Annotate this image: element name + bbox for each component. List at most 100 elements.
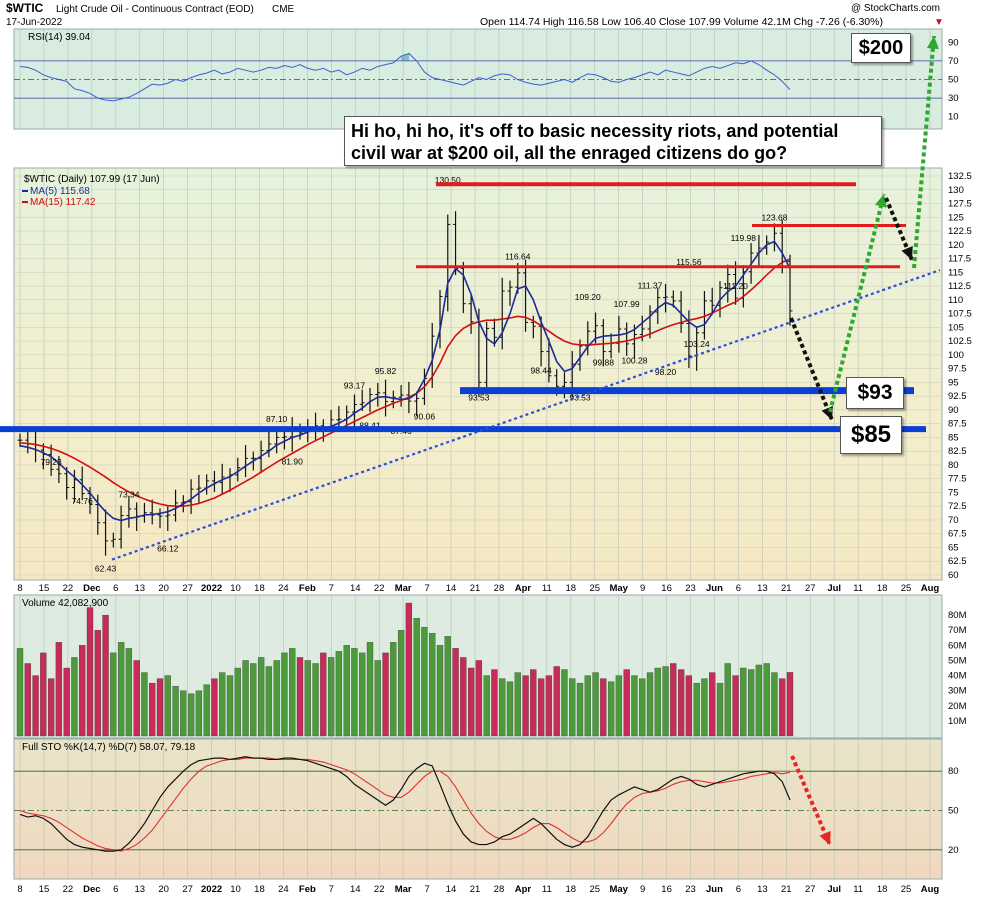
price-x-tick: Dec (83, 583, 100, 594)
bottom-x-tick: 21 (781, 884, 792, 895)
bottom-x-tick: 18 (566, 884, 577, 895)
price-value-label: 103.24 (684, 339, 710, 349)
price-y-tick: 117.5 (948, 254, 971, 265)
volume-bar (771, 672, 778, 737)
volume-bar (467, 667, 475, 737)
ohlc-readout: Open 114.74 High 116.58 Low 106.40 Close… (480, 16, 883, 28)
price-value-label: 109.20 (575, 292, 601, 302)
bottom-x-tick: 22 (374, 884, 385, 895)
ma5-line (19, 240, 791, 522)
volume-bar (405, 602, 413, 737)
sto-down-arrow-head (819, 831, 831, 845)
volume-bar (195, 690, 203, 737)
volume-bar (226, 675, 234, 737)
price-value-label: 98.20 (655, 367, 677, 377)
rsi-y-tick: 30 (948, 93, 959, 104)
price-y-tick: 90 (948, 405, 959, 416)
bottom-x-tick: Jun (706, 884, 723, 895)
bottom-x-tick: Jul (827, 884, 841, 895)
volume-bar (429, 633, 436, 737)
chart-date: 17-Jun-2022 (6, 17, 63, 28)
chg-marker: ▼ (934, 17, 944, 28)
volume-bar (716, 682, 724, 737)
chart-description: Light Crude Oil - Continuous Contract (E… (56, 4, 254, 15)
price-x-tick: 22 (63, 583, 74, 594)
bottom-x-tick: 11 (853, 884, 863, 895)
volume-bar (452, 648, 459, 737)
bottom-x-tick: 21 (470, 884, 481, 895)
volume-legend: Volume 42,082,900 (22, 598, 109, 609)
bottom-x-tick: 23 (685, 884, 696, 895)
price-x-tick: 25 (589, 583, 600, 594)
price-y-tick: 92.5 (948, 391, 967, 402)
bottom-x-tick: 27 (182, 884, 193, 895)
volume-bar (133, 660, 140, 737)
price-x-tick: 10 (230, 583, 241, 594)
price-legend: $WTIC (Daily) 107.99 (17 Jun) (24, 174, 160, 185)
volume-bar (522, 675, 529, 737)
volume-bar (94, 630, 101, 737)
volume-bar (569, 678, 576, 737)
bottom-x-tick: 6 (736, 884, 741, 895)
price-value-label: 66.12 (157, 543, 179, 553)
sto-y-tick: 80 (948, 766, 959, 777)
volume-bar (257, 657, 265, 737)
volume-bar (110, 652, 117, 737)
price-x-tick: 6 (113, 583, 118, 594)
price-x-tick: 14 (446, 583, 457, 594)
bottom-x-tick: 13 (757, 884, 768, 895)
volume-bar (561, 669, 568, 737)
price-x-tick: 18 (254, 583, 265, 594)
price-y-tick: 132.5 (948, 171, 972, 182)
bottom-x-tick: 16 (661, 884, 672, 895)
price-y-tick: 125 (948, 212, 964, 223)
price-x-tick: 7 (424, 583, 429, 594)
volume-bar (685, 675, 693, 737)
sto-down-arrow-shaft (790, 755, 832, 846)
volume-bar (701, 678, 708, 737)
price-y-tick: 112.5 (948, 281, 971, 292)
volume-bar (219, 672, 226, 737)
volume-y-tick: 70M (948, 625, 967, 636)
price-y-tick: 102.5 (948, 336, 972, 347)
volume-bar (444, 636, 451, 737)
bottom-x-tick: 18 (877, 884, 888, 895)
price-value-label: 81.90 (282, 456, 304, 466)
rsi-overbought-fill (401, 53, 409, 61)
rsi-y-tick: 90 (948, 37, 959, 48)
volume-bar (623, 669, 630, 737)
price-y-tick: 85 (948, 432, 959, 443)
rising-trendline (111, 269, 941, 561)
bottom-x-tick: 25 (589, 884, 600, 895)
volume-bar (180, 690, 187, 737)
down-arrow-to-85-shaft (789, 317, 834, 421)
volume-bar (530, 669, 537, 737)
sto-d-line (19, 757, 791, 852)
up-arrow-to-200-shaft (912, 35, 936, 269)
up-arrow-to-resistance-shaft (828, 193, 886, 413)
volume-bar (250, 663, 257, 737)
bottom-x-tick: Dec (83, 884, 100, 895)
price-x-tick: Apr (515, 583, 532, 594)
price-x-tick: 21 (470, 583, 481, 594)
price-value-label: 111.37 (638, 280, 663, 290)
volume-bar (639, 678, 646, 737)
price-value-label: 62.43 (95, 564, 117, 574)
volume-bar (32, 675, 39, 737)
price-x-tick: Jun (706, 583, 723, 594)
volume-bar (47, 678, 55, 737)
price-x-tick: Feb (299, 583, 316, 594)
volume-bar (273, 660, 280, 737)
volume-bar (475, 660, 483, 737)
volume-panel: Volume 42,082,900 (16, 598, 794, 737)
bottom-x-tick: Aug (921, 884, 940, 895)
price-x-tick: 13 (134, 583, 145, 594)
bottom-x-tick: May (609, 884, 628, 895)
price-value-label: 119.98 (731, 233, 757, 243)
price-x-tick: Aug (921, 583, 940, 594)
bottom-x-tick: 6 (113, 884, 118, 895)
volume-bar (281, 652, 288, 737)
bottom-x-tick: Apr (515, 884, 532, 895)
price-value-label: 93.53 (468, 392, 490, 402)
volume-bar (413, 617, 420, 737)
